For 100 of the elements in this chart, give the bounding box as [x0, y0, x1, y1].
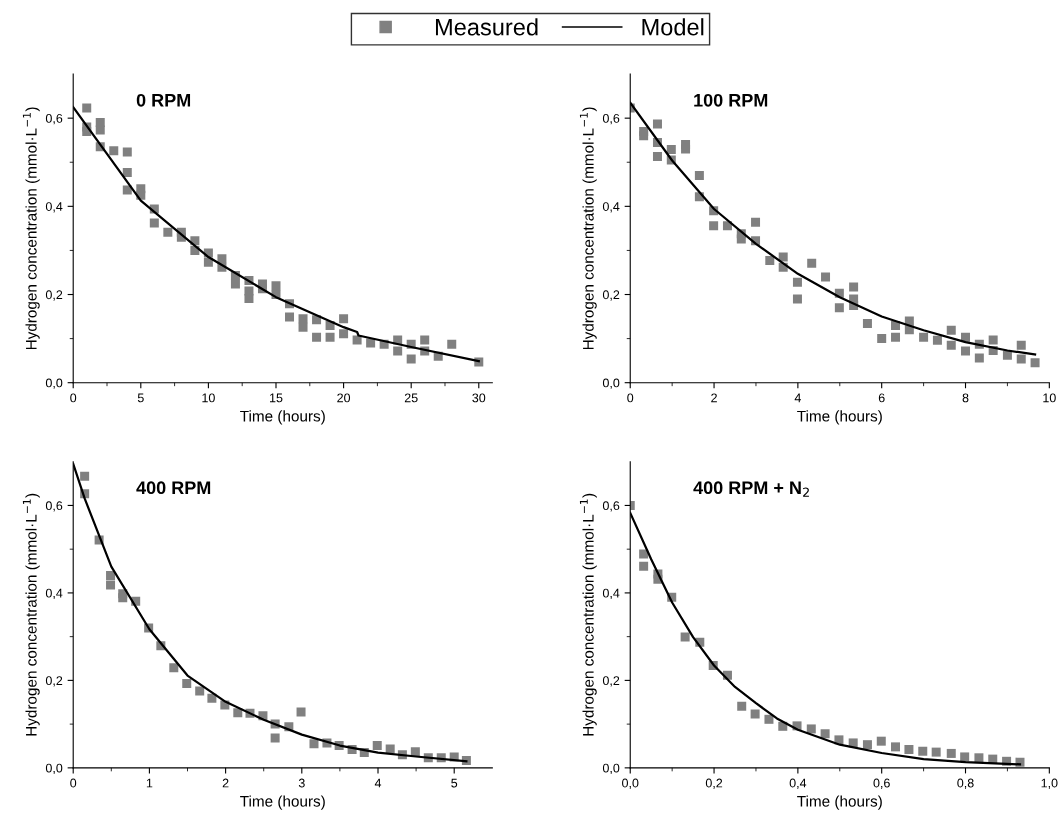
point	[751, 217, 761, 227]
point	[109, 146, 119, 156]
point	[778, 252, 788, 262]
point	[862, 740, 872, 750]
x-axis-title: Time (hours)	[240, 410, 325, 425]
point	[296, 707, 306, 717]
x-tick-label: 6	[878, 393, 885, 403]
x-tick-label: 0	[70, 393, 77, 403]
y-tick-label: 0,0	[602, 763, 620, 774]
point	[106, 580, 116, 590]
point	[639, 131, 649, 141]
point	[639, 549, 649, 559]
point	[765, 256, 775, 266]
y-tick-label: 0,6	[602, 113, 620, 125]
point	[325, 332, 335, 342]
point	[806, 724, 816, 734]
point	[694, 170, 704, 180]
x-tick-label: 0,8	[957, 778, 974, 789]
x-tick-label: 10	[1043, 393, 1056, 403]
x-axis-title: Time (hours)	[797, 795, 882, 810]
point	[652, 119, 662, 129]
point	[764, 714, 774, 724]
point	[932, 335, 942, 345]
x-tick-label: 20	[337, 393, 351, 403]
point	[834, 303, 844, 313]
x-tick-label: 4	[374, 778, 382, 788]
point	[169, 663, 179, 673]
point	[122, 167, 132, 177]
point	[339, 329, 349, 339]
x-tick-label: 5	[137, 393, 144, 403]
x-tick-label: 8	[962, 393, 969, 403]
point	[891, 332, 901, 342]
point	[639, 561, 649, 571]
point	[904, 744, 914, 754]
point	[821, 272, 831, 282]
point	[298, 322, 308, 332]
y-axis-title: Hydrogen concentration (mmol·L$^{−1}$)	[579, 107, 597, 350]
point	[230, 279, 240, 289]
point	[118, 593, 128, 603]
point	[195, 686, 205, 696]
y-axis-title: Hydrogen concentration (mmol·L$^{−1}$)	[22, 107, 40, 350]
point	[974, 753, 984, 763]
y-tick-label: 0,0	[45, 763, 63, 774]
point	[877, 334, 887, 344]
point	[862, 319, 872, 329]
y-tick-label: 0,0	[602, 378, 620, 389]
point	[271, 281, 281, 291]
y-tick-label: 0,6	[602, 501, 620, 512]
point	[207, 693, 217, 703]
point	[420, 335, 430, 345]
text: 400 RPM + N$_{2}$	[693, 481, 809, 497]
x-tick-label: 2	[222, 778, 229, 788]
point	[163, 227, 173, 237]
point	[1016, 340, 1026, 350]
point	[750, 709, 760, 719]
point	[666, 144, 676, 154]
point	[106, 570, 116, 580]
point	[298, 314, 308, 324]
point	[312, 332, 322, 342]
point	[270, 733, 280, 743]
point	[652, 152, 662, 162]
point	[848, 738, 858, 748]
y-axis-title: Hydrogen concentration (mmol·L$^{−1}$)	[22, 493, 40, 736]
x-axis-title: Time (hours)	[797, 410, 882, 425]
point	[149, 218, 159, 228]
point	[410, 747, 420, 757]
point	[931, 747, 941, 757]
point	[95, 125, 105, 135]
y-tick-label: 0,2	[45, 676, 63, 687]
point	[406, 354, 416, 364]
point	[849, 282, 859, 292]
x-tick-label: 4	[794, 393, 801, 403]
point	[876, 736, 886, 746]
x-tick-label: 0,6	[873, 778, 890, 789]
point	[339, 314, 349, 324]
point	[919, 332, 929, 342]
point	[961, 346, 971, 356]
point	[988, 335, 998, 345]
point	[82, 103, 92, 113]
y-tick-label: 0,6	[45, 501, 63, 512]
x-tick-label: 1,0	[1041, 778, 1058, 789]
x-tick-label: 10	[202, 393, 215, 403]
point	[244, 293, 254, 303]
y-tick-label: 0,4	[602, 202, 620, 213]
point	[80, 471, 90, 481]
point	[372, 741, 382, 751]
point	[217, 254, 227, 264]
point	[820, 729, 830, 739]
point	[792, 277, 802, 287]
point	[182, 678, 192, 688]
x-tick-label: 2	[711, 393, 717, 403]
point	[122, 147, 132, 157]
point	[393, 346, 403, 356]
point	[709, 221, 719, 231]
point	[807, 258, 817, 268]
x-tick-label: 5	[451, 778, 458, 788]
y-tick-label: 0,4	[45, 202, 63, 213]
y-axis-title: Hydrogen concentration (mmol·L$^{−1}$)	[579, 493, 597, 736]
x-tick-label: 0	[627, 393, 634, 403]
x-tick-label: 0	[70, 778, 77, 788]
